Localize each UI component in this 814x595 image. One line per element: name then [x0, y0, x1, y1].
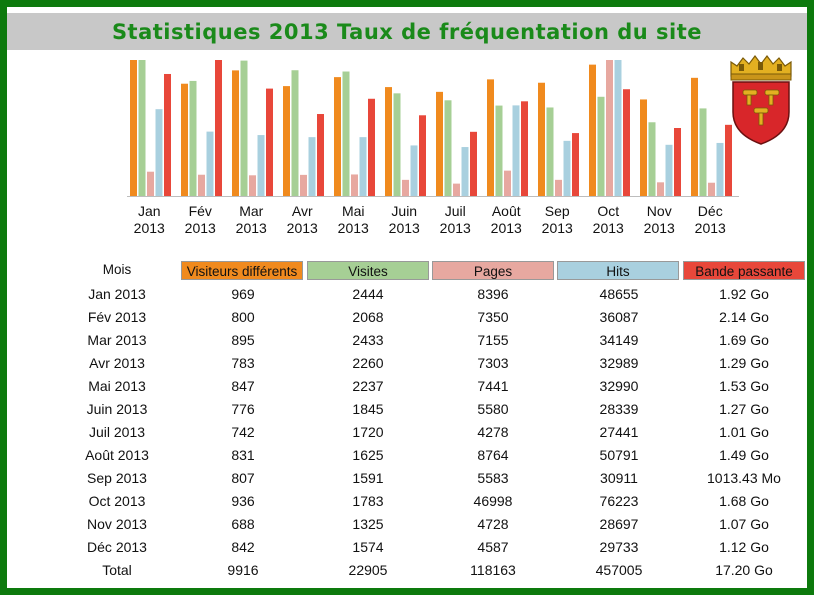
bar-hits-1 — [206, 131, 214, 196]
bar-visiteurs-diff-rents-9 — [589, 64, 596, 196]
bar-pages-10 — [657, 182, 664, 196]
bar-bande-passante-1 — [215, 60, 222, 196]
bar-hits-7 — [512, 105, 520, 196]
bar-pages-0 — [147, 171, 154, 196]
x-tick-label-0-0: Jan — [138, 203, 161, 219]
bar-pages-5 — [402, 179, 409, 196]
bar-visites-10 — [648, 122, 656, 196]
bar-visiteurs-diff-rents-6 — [436, 91, 443, 196]
x-tick-label-7-1: 2013 — [491, 220, 522, 236]
bar-visites-7 — [495, 105, 503, 196]
bar-bande-passante-2 — [266, 88, 273, 196]
bar-pages-4 — [351, 174, 358, 196]
bar-visiteurs-diff-rents-1 — [181, 83, 188, 196]
bar-pages-7 — [504, 170, 511, 196]
bar-pages-11 — [708, 182, 715, 196]
bar-visites-1 — [189, 80, 197, 196]
bar-hits-11 — [716, 142, 724, 196]
bar-visiteurs-diff-rents-8 — [538, 82, 545, 196]
bar-bande-passante-9 — [623, 89, 630, 196]
bar-visites-9 — [597, 96, 605, 196]
x-tick-label-5-1: 2013 — [389, 220, 420, 236]
coat-of-arms-icon — [730, 55, 792, 145]
bar-hits-8 — [563, 140, 571, 196]
x-tick-label-9-1: 2013 — [593, 220, 624, 236]
x-tick-label-1-1: 2013 — [185, 220, 216, 236]
bar-visiteurs-diff-rents-2 — [232, 70, 239, 196]
bar-bande-passante-3 — [317, 114, 324, 196]
bar-pages-6 — [453, 183, 460, 196]
bar-bande-passante-0 — [164, 73, 171, 196]
x-tick-label-0-1: 2013 — [134, 220, 165, 236]
title-bar: Statistiques 2013 Taux de fréquentation … — [7, 13, 807, 50]
x-tick-label-10-1: 2013 — [644, 220, 675, 236]
bar-pages-1 — [198, 174, 205, 196]
x-tick-label-11-0: Déc — [698, 203, 723, 219]
bar-hits-0 — [155, 109, 163, 196]
x-tick-label-10-0: Nov — [647, 203, 672, 219]
bar-bande-passante-6 — [470, 131, 477, 196]
bar-visites-2 — [240, 60, 248, 197]
x-tick-label-2-1: 2013 — [236, 220, 267, 236]
bar-hits-3 — [308, 137, 316, 196]
bar-hits-5 — [410, 145, 418, 196]
x-tick-label-6-1: 2013 — [440, 220, 471, 236]
bar-visiteurs-diff-rents-3 — [283, 86, 290, 196]
bar-visites-5 — [393, 93, 401, 196]
bar-visites-11 — [699, 108, 707, 196]
x-tick-label-9-0: Oct — [597, 203, 619, 219]
bar-bande-passante-5 — [419, 115, 426, 196]
bar-pages-3 — [300, 174, 307, 196]
bar-visiteurs-diff-rents-5 — [385, 87, 392, 196]
bar-bande-passante-10 — [674, 128, 681, 196]
page-title: Statistiques 2013 Taux de fréquentation … — [111, 19, 703, 44]
bar-hits-10 — [665, 144, 673, 196]
bar-visiteurs-diff-rents-10 — [640, 99, 647, 196]
bar-visites-3 — [291, 70, 299, 196]
bar-visites-0 — [138, 60, 146, 196]
bar-hits-2 — [257, 135, 265, 196]
x-tick-label-7-0: Août — [492, 203, 521, 219]
x-tick-label-8-1: 2013 — [542, 220, 573, 236]
x-tick-label-2-0: Mar — [239, 203, 263, 219]
bar-hits-9 — [614, 60, 622, 196]
bar-pages-8 — [555, 179, 562, 196]
bar-visiteurs-diff-rents-4 — [334, 77, 341, 196]
x-tick-label-4-0: Mai — [342, 203, 365, 219]
bar-visites-4 — [342, 71, 350, 196]
bar-hits-4 — [359, 137, 367, 196]
bar-visites-6 — [444, 100, 452, 196]
bar-visiteurs-diff-rents-7 — [487, 79, 494, 196]
bar-bande-passante-8 — [572, 133, 579, 196]
x-tick-label-6-0: Juil — [445, 203, 466, 219]
bar-visiteurs-diff-rents-0 — [130, 60, 137, 196]
bar-bande-passante-7 — [521, 101, 528, 196]
bar-visiteurs-diff-rents-11 — [691, 77, 698, 196]
bar-pages-2 — [249, 175, 256, 196]
bar-hits-6 — [461, 147, 469, 196]
bar-pages-9 — [606, 60, 613, 196]
x-tick-label-3-0: Avr — [292, 203, 313, 219]
x-tick-label-8-0: Sep — [545, 203, 570, 219]
bar-visites-8 — [546, 107, 554, 196]
x-tick-label-11-1: 2013 — [695, 220, 726, 236]
bar-bande-passante-11 — [725, 124, 732, 196]
x-tick-label-3-1: 2013 — [287, 220, 318, 236]
bar-bande-passante-4 — [368, 98, 375, 196]
x-tick-label-4-1: 2013 — [338, 220, 369, 236]
x-tick-label-1-0: Fév — [189, 203, 212, 219]
x-tick-label-5-0: Juin — [391, 203, 417, 219]
